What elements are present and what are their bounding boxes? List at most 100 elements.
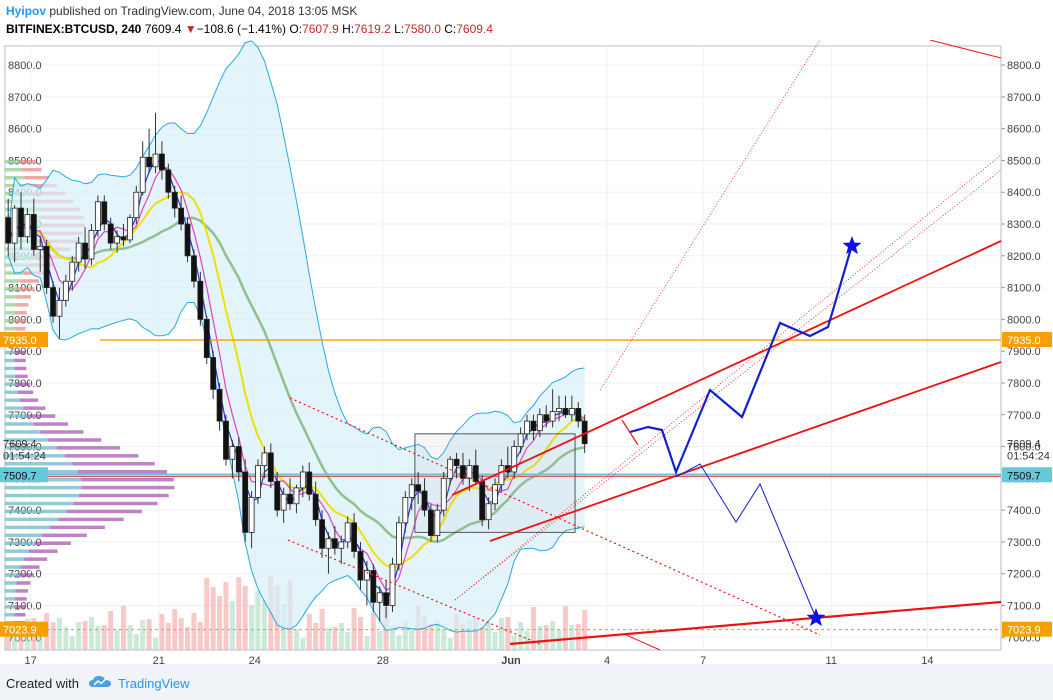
publish-text: published on TradingView.com, June 04, 2… (46, 4, 358, 18)
volume-profile-bar (5, 167, 22, 172)
volume-bar (543, 625, 549, 650)
volume-bar (120, 606, 126, 650)
candle-body (235, 446, 242, 473)
volume-profile-bar (14, 358, 26, 363)
volume-profile-bar (33, 422, 69, 426)
y-tick-label-right: 8500.0 (1007, 155, 1041, 167)
candle-body (178, 207, 185, 225)
volume-bar (63, 627, 69, 650)
volume-bar (127, 625, 133, 650)
candle-body (396, 522, 402, 565)
volume-bar (364, 636, 370, 650)
volume-profile-bar (48, 438, 102, 442)
candle-body (197, 280, 204, 320)
candle-body (280, 493, 287, 511)
candle-body (120, 236, 127, 241)
volume-profile-bar (15, 303, 29, 307)
volume-bar (530, 607, 536, 650)
volume-bar (537, 626, 543, 650)
y-tick-label-right: 7200.0 (1007, 569, 1041, 581)
volume-bar (550, 621, 556, 650)
volume-bar (153, 638, 159, 650)
volume-bar (242, 586, 248, 650)
publish-info: Hyipov published on TradingView.com, Jun… (6, 4, 357, 18)
volume-profile-bar (5, 533, 42, 538)
target-star-down-icon (806, 608, 826, 627)
candle-body (18, 207, 24, 238)
candle-body (421, 490, 428, 511)
x-tick-label: 21 (153, 655, 165, 664)
candle-body (389, 563, 396, 606)
volume-bar (108, 611, 114, 650)
price-label-right: 7609.4 (1007, 439, 1041, 451)
volume-bar (447, 638, 453, 650)
volume-profile-bar (14, 613, 26, 617)
candle-body (408, 484, 415, 498)
x-tick-label: 7 (700, 655, 706, 664)
volume-profile-bar (18, 573, 35, 577)
candle-body (62, 280, 69, 301)
volume-bar (50, 622, 56, 650)
low-value: 7580.0 (404, 22, 441, 36)
volume-bar (306, 614, 312, 650)
bollinger-band-fill (8, 40, 585, 633)
volume-profile-bar (81, 485, 175, 490)
volume-bar (101, 625, 107, 650)
small-arrow-line (621, 419, 639, 446)
x-tick-label: 24 (249, 655, 261, 664)
volume-bar (56, 618, 62, 650)
volume-profile-bar (5, 573, 19, 577)
volume-profile-bar (21, 167, 42, 172)
candle-body (530, 420, 537, 432)
candle-body (453, 458, 460, 467)
tradingview-cloud-icon[interactable] (88, 674, 112, 690)
volume-bar (422, 615, 428, 650)
volume-profile-bar (5, 605, 15, 609)
volume-profile-bar (14, 326, 26, 331)
volume-bar (140, 620, 146, 650)
volume-bar (441, 629, 447, 650)
x-tick-label: Jun (501, 655, 521, 664)
volume-profile-bar (5, 597, 15, 601)
volume-profile-bar (72, 462, 155, 466)
volume-bar (178, 618, 184, 650)
candle-body (556, 407, 562, 412)
volume-profile-bar (15, 589, 29, 593)
candle-body (415, 484, 422, 492)
high-value: 7619.2 (354, 22, 391, 36)
candle-body (319, 519, 325, 549)
volume-profile-bar (5, 279, 21, 283)
footer: Created with TradingView (0, 664, 1053, 700)
candle-body (485, 503, 492, 521)
volume-profile-bar (5, 414, 28, 418)
volume-profile-bar (5, 422, 34, 426)
volume-profile-bar (5, 462, 73, 466)
candle-body (447, 458, 454, 479)
volume-bar (236, 577, 242, 650)
bottom-small-line (623, 633, 661, 651)
volume-bar (524, 631, 530, 650)
candle-body (312, 493, 319, 521)
volume-profile-bar (14, 605, 26, 609)
volume-profile-bar (14, 597, 27, 601)
channel-upper-line (451, 240, 1002, 496)
candle-body (88, 229, 95, 260)
brand-link[interactable]: TradingView (118, 676, 190, 691)
author-name[interactable]: Hyipov (6, 4, 47, 18)
volume-bar (82, 621, 88, 650)
volume-profile-bar (5, 374, 16, 379)
y-tick-label-right: 8300.0 (1007, 219, 1041, 231)
volume-bar (390, 626, 396, 650)
candle-body (293, 487, 300, 505)
volume-bar (88, 617, 94, 650)
volume-profile-bar (40, 430, 84, 434)
candle-body (479, 481, 486, 521)
price-chart[interactable]: 8800.0 8800.0 8700.0 8700.0 8600.0 8600.0 8500… (0, 40, 1053, 664)
volume-profile-bar (18, 287, 35, 291)
volume-profile-bar (19, 398, 39, 402)
candle-body (139, 156, 146, 193)
candle-body (440, 477, 447, 511)
volume-bar (95, 626, 101, 650)
volume-profile-bar (5, 326, 15, 331)
volume-profile-bar (16, 382, 30, 387)
